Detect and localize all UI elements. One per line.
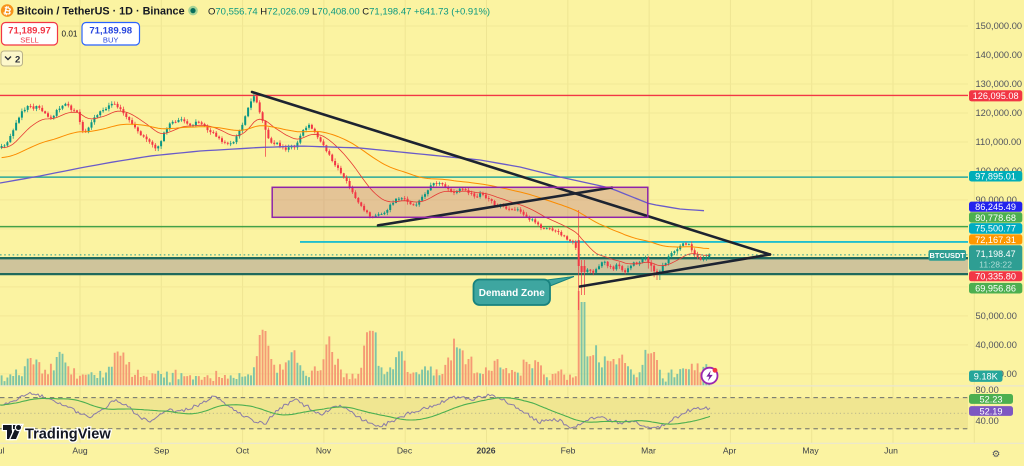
svg-text:₿: ₿ [2, 5, 13, 19]
svg-text:2026: 2026 [476, 446, 495, 456]
svg-text:Jul: Jul [0, 446, 5, 456]
svg-text:O70,556.74 H72,026.09 L70,408.: O70,556.74 H72,026.09 L70,408.00 C71,198… [208, 6, 490, 17]
svg-text:90,000.00: 90,000.00 [976, 195, 1017, 205]
svg-text:71,189.98: 71,189.98 [89, 26, 132, 37]
svg-text:Demand Zone: Demand Zone [479, 288, 546, 299]
svg-text:Feb: Feb [561, 446, 576, 456]
svg-text:100,000.00: 100,000.00 [976, 166, 1023, 176]
svg-text:71,189.97: 71,189.97 [8, 26, 51, 37]
svg-text:⚙: ⚙ [992, 449, 1001, 460]
svg-text:50,000.00: 50,000.00 [976, 311, 1017, 321]
svg-text:80,778.68: 80,778.68 [975, 213, 1016, 223]
svg-text:80.00: 80.00 [976, 385, 999, 395]
svg-text:9.18K: 9.18K [974, 372, 999, 382]
svg-text:110,000.00: 110,000.00 [976, 137, 1022, 147]
svg-text:52.19: 52.19 [980, 406, 1003, 416]
svg-text:2: 2 [15, 54, 20, 65]
svg-text:TradingView: TradingView [25, 427, 111, 443]
svg-text:Mar: Mar [641, 446, 656, 456]
svg-text:69,956.86: 69,956.86 [975, 284, 1016, 294]
svg-text:0.01: 0.01 [62, 30, 78, 39]
svg-text:70,335.80: 70,335.80 [975, 272, 1016, 282]
svg-text:Jun: Jun [884, 446, 898, 456]
svg-text:52.23: 52.23 [980, 394, 1003, 404]
svg-text:11:28:22: 11:28:22 [979, 260, 1012, 270]
svg-text:SELL: SELL [20, 36, 39, 45]
svg-text:140,000.00: 140,000.00 [976, 50, 1023, 60]
svg-text:Nov: Nov [316, 446, 332, 456]
svg-text:75,500.77: 75,500.77 [975, 224, 1016, 234]
svg-text:BUY: BUY [103, 36, 119, 45]
svg-text:May: May [802, 446, 819, 456]
svg-text:126,095.08: 126,095.08 [973, 91, 1019, 101]
svg-text:86,245.49: 86,245.49 [975, 202, 1016, 212]
svg-text:Bitcoin / TetherUS · 1D · Bina: Bitcoin / TetherUS · 1D · Binance [17, 6, 185, 18]
svg-text:130,000.00: 130,000.00 [976, 79, 1023, 89]
svg-text:72,167.31: 72,167.31 [975, 235, 1016, 245]
svg-text:Apr: Apr [723, 446, 737, 456]
svg-text:Aug: Aug [72, 446, 88, 456]
svg-text:Oct: Oct [236, 446, 250, 456]
svg-text:40.00: 40.00 [976, 416, 999, 426]
svg-text:150,000.00: 150,000.00 [976, 21, 1023, 31]
svg-text:Dec: Dec [397, 446, 413, 456]
svg-text:120,000.00: 120,000.00 [976, 108, 1023, 118]
svg-text:Sep: Sep [154, 446, 170, 456]
svg-text:40,000.00: 40,000.00 [976, 340, 1017, 350]
svg-text:71,198.47: 71,198.47 [976, 249, 1016, 259]
svg-text:97,895.01: 97,895.01 [975, 172, 1016, 182]
svg-text:BTCUSDT: BTCUSDT [930, 251, 966, 260]
